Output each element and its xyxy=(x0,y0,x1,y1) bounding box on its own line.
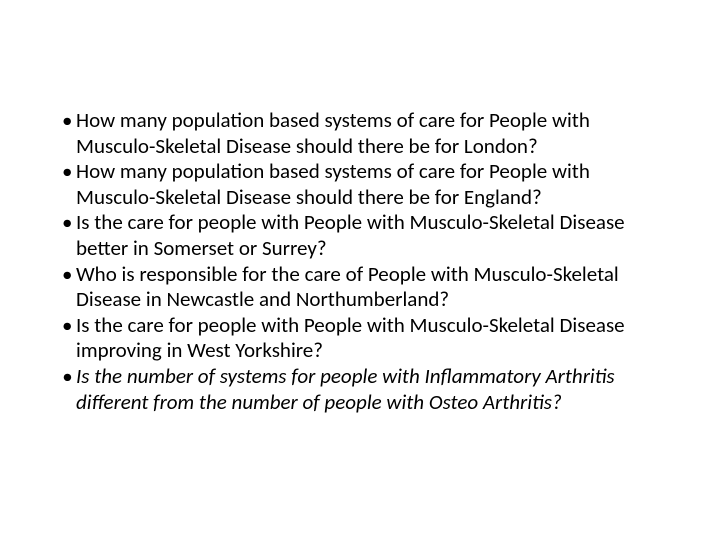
bullet-item: • Is the number of systems for people wi… xyxy=(62,364,658,415)
bullet-text: Is the care for people with People with … xyxy=(76,312,625,364)
bullet-dot-icon: • xyxy=(62,108,72,134)
bullet-item: • How many population based systems of c… xyxy=(62,159,658,210)
bullet-item: • Is the care for people with People wit… xyxy=(62,210,658,261)
bullet-text: Is the care for people with People with … xyxy=(76,209,625,261)
bullet-dot-icon: • xyxy=(62,364,72,390)
slide: • How many population based systems of c… xyxy=(0,0,720,540)
bullet-item: • Who is responsible for the care of Peo… xyxy=(62,262,658,313)
bullet-text: Is the number of systems for people with… xyxy=(76,363,615,415)
bullet-dot-icon: • xyxy=(62,262,72,288)
bullet-dot-icon: • xyxy=(62,210,72,236)
bullet-text: How many population based systems of car… xyxy=(76,158,590,210)
bullet-dot-icon: • xyxy=(62,313,72,339)
bullet-dot-icon: • xyxy=(62,159,72,185)
bullet-text: How many population based systems of car… xyxy=(76,107,590,159)
bullet-item: • Is the care for people with People wit… xyxy=(62,313,658,364)
bullet-list: • How many population based systems of c… xyxy=(62,108,658,415)
bullet-item: • How many population based systems of c… xyxy=(62,108,658,159)
bullet-text: Who is responsible for the care of Peopl… xyxy=(76,261,619,313)
